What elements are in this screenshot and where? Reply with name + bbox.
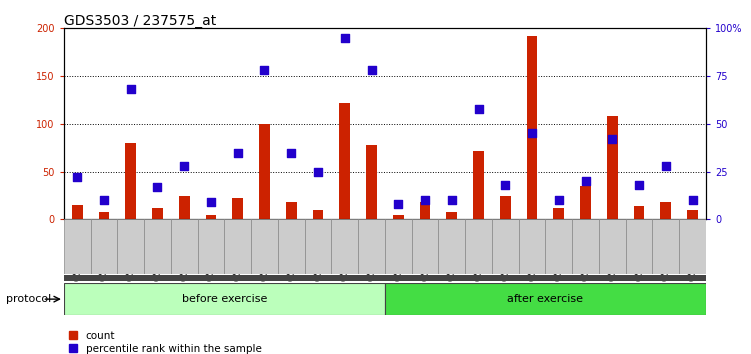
Point xyxy=(312,169,324,175)
Bar xyxy=(385,283,706,315)
Bar xyxy=(439,219,465,274)
Bar xyxy=(526,36,538,219)
Bar xyxy=(72,205,83,219)
Bar xyxy=(232,199,243,219)
Bar xyxy=(117,219,144,274)
Bar xyxy=(225,219,251,274)
Bar xyxy=(420,202,430,219)
Bar xyxy=(206,215,216,219)
Bar xyxy=(358,219,385,274)
Point xyxy=(178,163,190,169)
Bar xyxy=(198,219,225,274)
Bar xyxy=(599,219,626,274)
Point xyxy=(606,136,618,142)
Bar xyxy=(545,219,572,274)
Bar xyxy=(607,116,617,219)
Bar xyxy=(91,219,117,274)
Bar xyxy=(446,212,457,219)
Point xyxy=(98,198,110,203)
Point xyxy=(392,201,404,207)
Bar xyxy=(98,212,110,219)
Bar xyxy=(679,219,706,274)
Bar xyxy=(687,210,698,219)
Bar xyxy=(519,219,545,274)
Bar xyxy=(171,219,198,274)
Point xyxy=(686,198,698,203)
Point xyxy=(446,198,458,203)
Bar xyxy=(581,186,591,219)
Bar xyxy=(64,283,385,315)
Point xyxy=(633,182,645,188)
Bar xyxy=(553,208,564,219)
Bar xyxy=(339,103,350,219)
Bar xyxy=(366,145,377,219)
Text: GDS3503 / 237575_at: GDS3503 / 237575_at xyxy=(64,14,216,28)
Bar xyxy=(660,202,671,219)
Point xyxy=(339,35,351,41)
Text: protocol: protocol xyxy=(6,294,51,304)
Point xyxy=(419,198,431,203)
Point xyxy=(205,199,217,205)
Bar xyxy=(125,143,136,219)
Bar xyxy=(144,219,170,274)
Bar xyxy=(393,215,403,219)
Bar xyxy=(572,219,599,274)
Bar xyxy=(286,202,297,219)
Bar xyxy=(473,151,484,219)
Text: before exercise: before exercise xyxy=(182,294,267,304)
Point xyxy=(285,150,297,155)
Bar xyxy=(385,219,412,274)
Bar xyxy=(653,219,679,274)
Point xyxy=(258,68,270,73)
Bar xyxy=(331,219,358,274)
Legend: count, percentile rank within the sample: count, percentile rank within the sample xyxy=(69,331,261,354)
Bar xyxy=(278,219,305,274)
Point xyxy=(71,175,83,180)
Bar xyxy=(64,219,91,274)
Bar xyxy=(465,219,492,274)
Bar xyxy=(312,210,324,219)
Bar xyxy=(634,206,644,219)
Bar xyxy=(259,124,270,219)
Point xyxy=(499,182,511,188)
Bar xyxy=(152,208,163,219)
Text: after exercise: after exercise xyxy=(508,294,584,304)
Point xyxy=(526,131,538,136)
Bar xyxy=(492,219,519,274)
Point xyxy=(125,87,137,92)
Point xyxy=(580,178,592,184)
Bar xyxy=(305,219,331,274)
Bar xyxy=(412,219,439,274)
Point xyxy=(553,198,565,203)
Bar xyxy=(626,219,653,274)
Point xyxy=(366,68,378,73)
Point xyxy=(660,163,672,169)
Bar xyxy=(179,195,189,219)
Point xyxy=(232,150,244,155)
Point xyxy=(152,184,164,190)
Point xyxy=(472,106,484,112)
Bar xyxy=(251,219,278,274)
Bar xyxy=(500,195,511,219)
